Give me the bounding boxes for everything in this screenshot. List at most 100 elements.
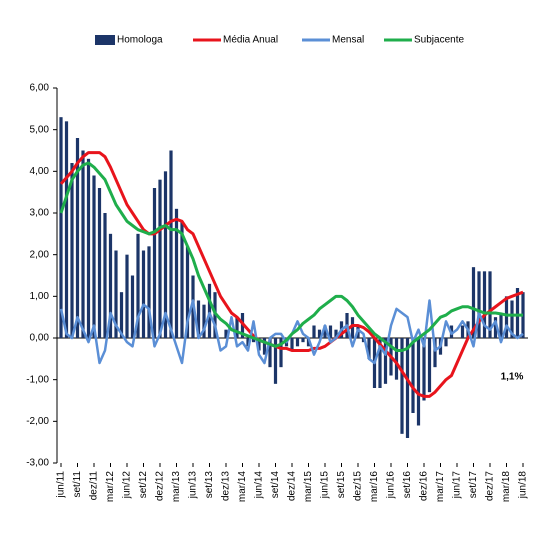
bar bbox=[152, 188, 157, 338]
bar bbox=[86, 158, 91, 338]
bar bbox=[460, 325, 465, 338]
bar bbox=[169, 150, 173, 338]
bar bbox=[136, 233, 140, 338]
bar bbox=[317, 329, 322, 338]
bar bbox=[81, 150, 85, 338]
y-tick-label: 1,00 bbox=[30, 291, 50, 302]
bar bbox=[510, 300, 514, 338]
bar bbox=[361, 338, 366, 343]
y-tick-label: 3,00 bbox=[30, 208, 50, 219]
x-tick-label: set/16 bbox=[402, 471, 413, 499]
bar bbox=[367, 338, 371, 359]
bar bbox=[273, 338, 278, 384]
bar bbox=[64, 121, 69, 338]
bar bbox=[130, 275, 135, 338]
bar bbox=[59, 117, 63, 339]
bar bbox=[394, 338, 399, 380]
legend-label: Subjacente bbox=[414, 35, 464, 46]
x-tick-label: mar/14 bbox=[237, 471, 248, 503]
bar bbox=[158, 179, 162, 338]
y-tick-label: 2,00 bbox=[30, 249, 50, 260]
x-tick-label: mar/17 bbox=[435, 471, 446, 503]
bar bbox=[493, 317, 498, 338]
x-tick-label: set/17 bbox=[468, 471, 479, 499]
y-tick-label: 0,00 bbox=[30, 333, 50, 344]
x-tick-label: jun/12 bbox=[122, 471, 133, 500]
x-tick-label: set/15 bbox=[336, 471, 347, 499]
bar bbox=[295, 338, 300, 347]
bar bbox=[504, 296, 509, 338]
bar bbox=[400, 338, 404, 434]
x-tick-label: set/14 bbox=[270, 471, 281, 499]
x-tick-label: mar/12 bbox=[105, 471, 116, 503]
bar bbox=[108, 233, 113, 338]
x-tick-label: mar/18 bbox=[501, 471, 512, 503]
bar bbox=[334, 329, 338, 338]
bar bbox=[174, 208, 179, 338]
bar bbox=[125, 254, 129, 338]
bar bbox=[147, 246, 151, 338]
bar bbox=[75, 138, 80, 338]
bar bbox=[196, 300, 201, 338]
x-tick-label: mar/15 bbox=[303, 471, 314, 503]
legend-swatch bbox=[95, 35, 115, 45]
bar bbox=[488, 271, 492, 338]
bar bbox=[70, 163, 74, 338]
bar bbox=[433, 338, 437, 368]
bar bbox=[185, 246, 190, 338]
x-tick-label: dez/17 bbox=[485, 471, 496, 501]
x-tick-label: dez/13 bbox=[221, 471, 232, 501]
bar bbox=[405, 338, 410, 438]
x-tick-label: jun/18 bbox=[518, 471, 529, 500]
bar bbox=[323, 325, 327, 338]
x-tick-label: set/12 bbox=[138, 471, 149, 499]
bar bbox=[350, 317, 355, 338]
bar bbox=[141, 250, 146, 338]
bar bbox=[257, 338, 261, 351]
bar bbox=[416, 338, 421, 426]
x-tick-label: dez/11 bbox=[89, 471, 100, 501]
bar bbox=[97, 188, 102, 338]
x-tick-label: dez/14 bbox=[287, 471, 298, 501]
x-tick-label: set/11 bbox=[72, 471, 83, 498]
x-tick-label: mar/16 bbox=[369, 471, 380, 503]
line bbox=[59, 151, 524, 398]
x-tick-label: mar/13 bbox=[171, 471, 182, 503]
y-tick-label: -2,00 bbox=[26, 416, 49, 427]
bar bbox=[114, 250, 118, 338]
bar bbox=[290, 338, 294, 351]
legend-label: Homologa bbox=[117, 35, 163, 46]
bar bbox=[235, 317, 239, 338]
y-tick-label: 5,00 bbox=[30, 124, 50, 135]
bar bbox=[411, 338, 415, 413]
bar bbox=[163, 171, 168, 338]
bar bbox=[422, 338, 426, 401]
x-tick-label: jun/11 bbox=[56, 471, 67, 499]
bar bbox=[477, 271, 481, 338]
legend-label: Média Anual bbox=[223, 35, 278, 46]
bar bbox=[328, 325, 333, 338]
bar bbox=[224, 329, 228, 338]
bar bbox=[383, 338, 388, 384]
bar bbox=[202, 304, 206, 338]
bar bbox=[427, 338, 432, 393]
y-tick-label: 4,00 bbox=[30, 166, 50, 177]
bar bbox=[180, 221, 184, 338]
x-tick-label: jun/15 bbox=[320, 471, 331, 500]
bar bbox=[312, 325, 316, 338]
legend-label: Mensal bbox=[332, 35, 364, 46]
bar bbox=[207, 283, 212, 338]
bar bbox=[306, 338, 311, 347]
bar bbox=[499, 313, 503, 338]
bar bbox=[268, 338, 272, 368]
bar bbox=[279, 338, 283, 368]
x-tick-label: dez/12 bbox=[155, 471, 166, 501]
bar bbox=[103, 213, 107, 338]
bar bbox=[515, 288, 520, 338]
y-tick-label: -1,00 bbox=[26, 374, 49, 385]
bar bbox=[246, 338, 250, 347]
x-tick-label: jun/13 bbox=[188, 471, 199, 500]
bar bbox=[262, 338, 267, 355]
y-tick-label: -3,00 bbox=[26, 458, 49, 469]
